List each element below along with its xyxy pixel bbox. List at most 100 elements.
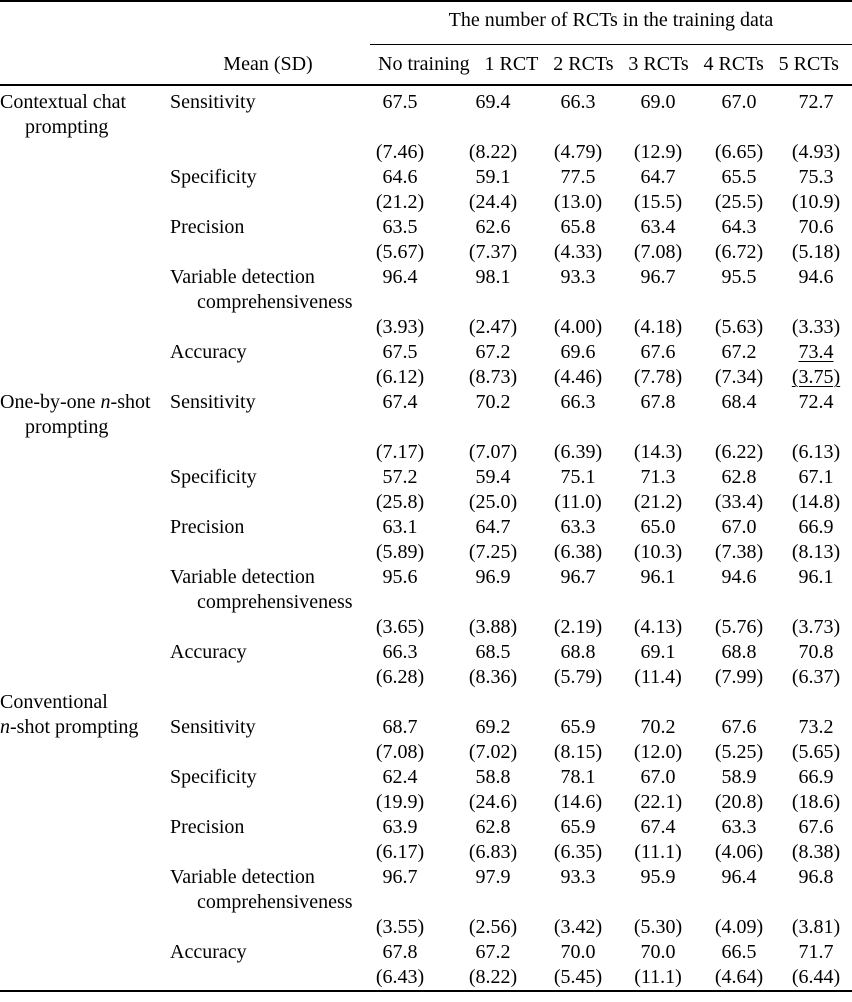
value-cell: 78.1 [560, 766, 596, 788]
metric-label-cell [170, 415, 352, 440]
group-label-cell [0, 565, 170, 590]
metric-label-cell: Specificity [170, 466, 257, 488]
value-cell: 70.8 [798, 641, 834, 663]
group-label-cell [0, 515, 170, 540]
value-cell [780, 590, 852, 615]
value-cell: (4.06) [714, 841, 764, 863]
value-cell: (3.33) [791, 316, 841, 338]
value-cell: (7.46) [375, 141, 425, 163]
group-label-cell [0, 740, 170, 765]
value-cell: 67.8 [640, 391, 676, 413]
value-cell [538, 415, 618, 440]
value-cell: (25.5) [714, 191, 764, 213]
value-cell: 95.9 [640, 866, 676, 888]
value-cell [352, 115, 448, 140]
table-row: (6.12) (8.73) (4.46) (7.78) (7.34) (3.75) [0, 365, 852, 390]
value-cell: (6.17) [375, 841, 425, 863]
metric-label-cell: comprehensiveness [197, 891, 353, 913]
group-label-cell [0, 165, 170, 190]
value-cell: (6.83) [468, 841, 518, 863]
value-cell: 67.6 [798, 816, 834, 838]
group-label-cell [0, 815, 170, 840]
metric-label-cell: Sensitivity [170, 716, 256, 738]
value-cell [352, 590, 448, 615]
metric-label-cell [170, 665, 352, 690]
table-row: One-by-one n-shot Sensitivity 67.4 70.2 66.3… [0, 390, 852, 415]
value-cell: 96.7 [382, 866, 418, 888]
metric-label-cell [170, 615, 352, 640]
value-cell: 98.1 [475, 266, 511, 288]
value-cell: 62.8 [721, 466, 757, 488]
value-cell: (7.78) [633, 366, 683, 388]
value-cell: (7.17) [375, 441, 425, 463]
value-cell: (14.6) [553, 791, 603, 813]
table-row: Precision 63.9 62.8 65.9 67.4 63.3 67.6 [0, 815, 852, 840]
group-label-cell [0, 365, 170, 390]
value-cell: (7.07) [468, 441, 518, 463]
value-cell [618, 590, 698, 615]
value-cell [448, 890, 538, 915]
table-row: Specificity 57.2 59.4 75.1 71.3 62.8 67.1 [0, 465, 852, 490]
group-label-cell [0, 965, 170, 990]
value-cell [698, 690, 780, 715]
metric-label-cell: Accuracy [170, 641, 247, 663]
metric-label-cell: Specificity [170, 766, 257, 788]
group-label-cell [0, 615, 170, 640]
table-row: prompting [0, 115, 852, 140]
value-cell: 62.8 [475, 816, 511, 838]
table-row: (3.65) (3.88) (2.19) (4.13) (5.76) (3.73) [0, 615, 852, 640]
value-cell: 63.5 [382, 216, 418, 238]
metric-label-cell [170, 240, 352, 265]
value-cell: 63.4 [640, 216, 676, 238]
table-row: (19.9) (24.6) (14.6) (22.1) (20.8) (18.6) [0, 790, 852, 815]
value-cell: 64.6 [382, 166, 418, 188]
value-cell [448, 115, 538, 140]
value-cell: (7.99) [714, 666, 764, 688]
value-cell: (3.55) [375, 916, 425, 938]
value-cell [448, 415, 538, 440]
table-row: (3.93) (2.47) (4.00) (4.18) (5.63) (3.33) [0, 315, 852, 340]
value-cell [448, 590, 538, 615]
metric-label-cell [170, 840, 352, 865]
group-label-cell [0, 890, 170, 915]
value-cell: (4.93) [791, 141, 841, 163]
value-cell: 69.6 [560, 341, 596, 363]
value-cell [780, 290, 852, 315]
value-cell [352, 890, 448, 915]
value-cell [698, 890, 780, 915]
table-body-wrap: Contextual chat Sensitivity 67.5 69.4 66.3 69… [0, 86, 852, 992]
value-cell: 63.9 [382, 816, 418, 838]
metric-label-cell [170, 490, 352, 515]
metric-label-cell [170, 365, 352, 390]
value-cell: 66.5 [721, 941, 757, 963]
value-cell: 68.8 [721, 641, 757, 663]
value-cell: (8.15) [553, 741, 603, 763]
group-label-cell: Conventional [0, 691, 108, 713]
col-header-no-training: No training [378, 53, 470, 75]
group-label-cell [0, 640, 170, 665]
table-row: (7.08) (7.02) (8.15) (12.0) (5.25) (5.65) [0, 740, 852, 765]
value-cell: (8.22) [468, 141, 518, 163]
value-cell: 65.9 [560, 816, 596, 838]
value-cell: (5.30) [633, 916, 683, 938]
value-cell [780, 890, 852, 915]
value-cell: 58.9 [721, 766, 757, 788]
table-row: comprehensiveness [0, 590, 852, 615]
value-cell: 75.1 [560, 466, 596, 488]
value-cell: (3.75) [791, 366, 841, 388]
value-cell: (6.38) [553, 541, 603, 563]
metric-label-cell: Variable detection [170, 566, 315, 588]
value-cell: 96.4 [382, 266, 418, 288]
value-cell: (12.9) [633, 141, 683, 163]
col-header-1-rct: 1 RCT [484, 53, 539, 75]
value-cell: (6.72) [714, 241, 764, 263]
value-cell: (11.1) [634, 841, 682, 863]
value-cell: 65.9 [560, 716, 596, 738]
table-header: The number of RCTs in the training data … [0, 0, 852, 86]
table-row: Variable detection 96.4 98.1 93.3 96.7 95.5 94… [0, 265, 852, 290]
value-cell: (5.79) [553, 666, 603, 688]
value-cell: (6.37) [791, 666, 841, 688]
table-row: (25.8) (25.0) (11.0) (21.2) (33.4) (14.8) [0, 490, 852, 515]
value-cell: (25.8) [375, 491, 425, 513]
value-cell: 62.6 [475, 216, 511, 238]
